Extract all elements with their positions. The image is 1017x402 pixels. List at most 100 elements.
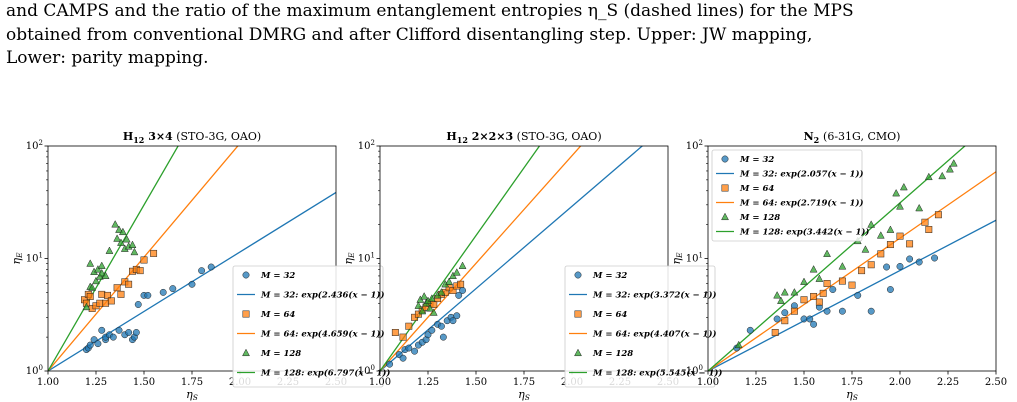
data-point-series-1 bbox=[132, 329, 140, 336]
data-point-series-3 bbox=[82, 302, 91, 311]
data-point-series-1 bbox=[405, 344, 413, 352]
x-tick-label: 1.75 bbox=[841, 377, 863, 388]
legend-entry: M = 64: exp(4.407(x − 1)) bbox=[592, 329, 717, 340]
chart-panel-n2: N2 (6-31G, CMO) 1.00 1.25 1.50 1.75 2.00 2.25 2… bbox=[660, 128, 1007, 402]
data-point-series-1 bbox=[109, 333, 117, 341]
fit-line-3 bbox=[48, 146, 179, 371]
data-point-series-3 bbox=[780, 288, 789, 296]
data-point-series-3 bbox=[113, 234, 122, 242]
data-point-series-3 bbox=[790, 288, 799, 296]
data-point-series-2 bbox=[117, 290, 125, 298]
data-point-series-1 bbox=[94, 340, 102, 348]
data-point-series-1 bbox=[144, 291, 152, 299]
data-point-series-2 bbox=[140, 256, 148, 264]
data-point-series-2 bbox=[86, 292, 94, 300]
chart-panel-h12-3x4: H12 3×4 (STO-3G, OAO)1.001.251.501.752.0… bbox=[0, 128, 390, 402]
data-point-series-3 bbox=[427, 294, 436, 302]
data-point-series-3 bbox=[426, 304, 434, 312]
data-point-series-3 bbox=[773, 291, 782, 299]
data-point-series-1 bbox=[915, 258, 923, 266]
legend-entry: M = 32 bbox=[260, 271, 295, 281]
data-point-series-1 bbox=[198, 267, 206, 275]
data-point-series-1 bbox=[159, 288, 167, 296]
data-point-series-1 bbox=[829, 286, 837, 293]
data-point-series-3 bbox=[97, 261, 106, 269]
data-point-series-3 bbox=[414, 301, 423, 309]
x-tick-label: 1.25 bbox=[85, 377, 107, 388]
x-tick-label: 1.75 bbox=[181, 377, 203, 388]
data-point-series-3 bbox=[128, 240, 137, 248]
legend-entry: M = 64 bbox=[592, 310, 627, 320]
data-point-series-2 bbox=[858, 267, 866, 275]
data-point-series-1 bbox=[455, 291, 463, 299]
y-tick-label: 100 bbox=[686, 364, 703, 377]
data-point-series-1 bbox=[439, 333, 447, 341]
data-point-series-3 bbox=[88, 283, 97, 291]
data-point-series-3 bbox=[938, 171, 947, 180]
y-tick-label: 102 bbox=[358, 139, 375, 152]
data-point-series-2 bbox=[113, 284, 121, 292]
fit-lines bbox=[708, 146, 996, 371]
data-point-series-3 bbox=[92, 276, 100, 285]
data-point-series-3 bbox=[800, 277, 808, 285]
legend-entry: M = 128 bbox=[260, 349, 301, 359]
y-axis-label: ηE bbox=[670, 252, 684, 265]
data-point-series-1 bbox=[931, 254, 939, 262]
data-point-series-1 bbox=[883, 263, 891, 271]
x-tick-label: 1.00 bbox=[369, 377, 391, 388]
legend-marker bbox=[242, 348, 250, 357]
data-point-series-1 bbox=[437, 322, 445, 330]
data-point-series-1 bbox=[411, 347, 419, 355]
data-point-series-3 bbox=[899, 182, 908, 191]
data-point-series-3 bbox=[823, 249, 831, 257]
legend-entry: M = 64: exp(2.719(x − 1)) bbox=[739, 198, 864, 209]
data-point-series-2 bbox=[391, 329, 399, 336]
data-point-series-1 bbox=[115, 326, 123, 334]
data-point-series-3 bbox=[452, 268, 461, 276]
data-point-series-3 bbox=[97, 268, 106, 277]
data-point-series-3 bbox=[86, 259, 95, 267]
legend-box bbox=[232, 265, 384, 388]
legend-marker bbox=[242, 310, 250, 318]
caption-line-3: Lower: parity mapping. bbox=[6, 48, 209, 68]
data-point-series-3 bbox=[122, 235, 131, 243]
data-point-series-2 bbox=[838, 277, 846, 285]
data-point-series-2 bbox=[906, 240, 914, 248]
data-point-series-3 bbox=[867, 220, 876, 228]
chart-n2: N2 (6-31G, CMO) 1.00 1.25 1.50 1.75 2.00 2.25 2… bbox=[670, 130, 1007, 402]
data-point-series-2 bbox=[96, 299, 104, 307]
data-point-series-1 bbox=[773, 315, 781, 323]
data-point-series-3 bbox=[117, 238, 125, 246]
fit-line-2 bbox=[708, 171, 996, 371]
data-point-series-2 bbox=[430, 301, 438, 308]
legend-entry: M = 64 bbox=[739, 184, 774, 194]
y-tick-label: 102 bbox=[686, 139, 703, 152]
fit-line-1 bbox=[708, 219, 996, 371]
y-tick-label: 101 bbox=[358, 252, 375, 265]
data-point-series-2 bbox=[848, 281, 856, 289]
data-point-series-3 bbox=[429, 308, 438, 316]
data-points bbox=[733, 159, 958, 352]
chart-h12-2x2x3: H12 2×2×3 (STO-3G, OAO)1.001.251.501.752… bbox=[342, 130, 722, 402]
legend-entry: M = 64 bbox=[260, 310, 295, 320]
data-point-series-3 bbox=[896, 202, 904, 210]
data-point-series-2 bbox=[819, 289, 827, 297]
data-point-series-3 bbox=[130, 247, 139, 256]
legend-marker bbox=[721, 155, 729, 163]
data-point-series-3 bbox=[101, 271, 110, 279]
x-tick-label: 1.25 bbox=[417, 377, 439, 388]
data-point-series-3 bbox=[815, 274, 824, 282]
x-tick-label: 1.50 bbox=[133, 377, 155, 388]
data-point-series-1 bbox=[125, 329, 133, 336]
data-point-series-1 bbox=[823, 307, 831, 315]
x-tick-label: 1.00 bbox=[697, 377, 719, 388]
data-point-series-2 bbox=[449, 286, 457, 294]
data-point-series-2 bbox=[457, 280, 465, 288]
legend-entry: M = 32: exp(3.372(x − 1)) bbox=[592, 290, 717, 301]
data-point-series-3 bbox=[420, 292, 429, 300]
data-point-series-3 bbox=[458, 261, 467, 269]
data-point-series-2 bbox=[136, 267, 144, 275]
data-point-series-2 bbox=[405, 322, 413, 330]
x-tick-label: 2.25 bbox=[937, 377, 959, 388]
chart-title: H12 3×4 (STO-3G, OAO) bbox=[123, 130, 261, 145]
